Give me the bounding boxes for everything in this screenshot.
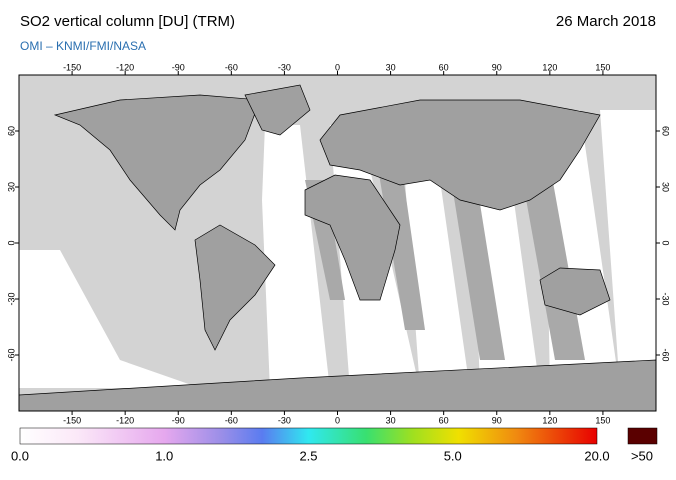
lat-tick-label: -30: [6, 292, 16, 305]
date: 26 March 2018: [556, 13, 656, 30]
lon-tick-label: 150: [595, 62, 610, 72]
swath: [262, 125, 330, 390]
title: SO2 vertical column [DU] (TRM): [20, 13, 235, 30]
lon-tick-label: -60: [225, 415, 238, 425]
colorbar-label: 20.0: [584, 448, 609, 463]
lon-tick-label: 0: [335, 415, 340, 425]
lon-tick-label: -30: [278, 415, 291, 425]
lon-tick-label: 90: [492, 62, 502, 72]
lat-tick-label: 60: [661, 126, 671, 136]
lat-tick-label: 0: [661, 240, 671, 245]
colorbar-overflow: [627, 427, 658, 445]
lon-tick-label: 150: [595, 415, 610, 425]
lon-tick-label: 60: [439, 62, 449, 72]
lat-tick-label: 30: [6, 182, 16, 192]
colorbar-label: 5.0: [444, 448, 462, 463]
lon-tick-label: -60: [225, 62, 238, 72]
lat-tick-label: 30: [661, 182, 671, 192]
lat-tick-label: -60: [6, 348, 16, 361]
lon-tick-label: -150: [63, 415, 81, 425]
lon-tick-label: 90: [492, 415, 502, 425]
lon-tick-label: -150: [63, 62, 81, 72]
lon-tick-label: 0: [335, 62, 340, 72]
lon-tick-label: 60: [439, 415, 449, 425]
lon-tick-label: 120: [542, 415, 557, 425]
map: [19, 75, 656, 411]
lon-tick-label: -90: [172, 415, 185, 425]
colorbar-overflow-label: >50: [631, 448, 653, 463]
colorbar-label: 0.0: [11, 448, 29, 463]
lat-tick-label: 60: [6, 126, 16, 136]
colorbar: [19, 427, 598, 445]
lat-tick-label: 0: [6, 240, 16, 245]
colorbar-label: 2.5: [299, 448, 317, 463]
lon-tick-label: -120: [116, 415, 134, 425]
swath: [600, 110, 656, 390]
continents: [19, 84, 656, 411]
source: OMI – KNMI/FMI/NASA: [20, 39, 146, 53]
lon-tick-label: 120: [542, 62, 557, 72]
lon-tick-label: -120: [116, 62, 134, 72]
lon-tick-label: 30: [386, 415, 396, 425]
lon-tick-label: -90: [172, 62, 185, 72]
lon-tick-label: -30: [278, 62, 291, 72]
lat-tick-label: -60: [661, 348, 671, 361]
swath: [19, 250, 200, 388]
colorbar-label: 1.0: [155, 448, 173, 463]
lat-tick-label: -30: [661, 292, 671, 305]
lon-tick-label: 30: [386, 62, 396, 72]
